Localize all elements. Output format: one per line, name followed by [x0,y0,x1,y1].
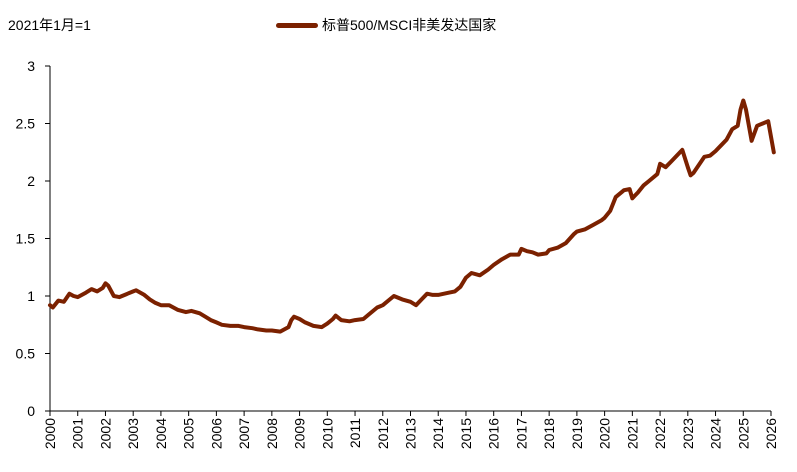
x-tick-label: 2021 [624,418,640,449]
x-tick-label: 2010 [319,418,335,449]
x-tick-label: 2006 [208,418,224,449]
y-tick-label: 2 [27,173,35,189]
x-tick-label: 2015 [458,418,474,449]
y-tick-label: 3 [27,58,35,74]
x-axis: 2000 2001 2002 2003 2004 2005 2006 2007 2008 2009… [42,410,779,449]
x-tick-label: 2011 [347,418,363,448]
series-line [48,98,776,334]
x-tick-label: 2018 [541,418,557,449]
plot-area [48,98,776,334]
legend-series-label: 标普500/MSCI非美发达国家 [322,17,497,33]
x-tick-label: 2012 [375,418,391,449]
x-tick-label: 2008 [264,418,280,449]
y-tick-label: 1.5 [16,231,36,247]
x-tick-label: 2023 [680,418,696,449]
x-tick-label: 2002 [97,418,113,449]
x-tick-label: 2009 [292,418,308,449]
legend-line-swatch [276,22,318,28]
x-tick-label: 2025 [735,418,751,449]
y-tick-label: 2.5 [16,116,36,132]
y-tick-label: 0 [27,403,35,419]
x-tick-label: 2024 [708,418,724,449]
x-tick-label: 2014 [430,418,446,449]
y-tick-label: 0.5 [16,346,36,362]
x-tick-label: 2019 [569,418,585,449]
x-tick-label: 2022 [652,418,668,449]
x-tick-label: 2017 [513,418,529,449]
x-tick-label: 2004 [153,418,169,449]
y-axis: 0 0.5 1 1.5 2 2.5 3 [16,58,51,419]
x-tick-label: 2016 [486,418,502,449]
y-tick-label: 1 [27,288,35,304]
index-base-note: 2021年1月=1 [8,17,91,33]
x-tick-label: 2020 [597,418,613,449]
x-tick-label: 2005 [181,418,197,449]
chart-legend: 标普500/MSCI非美发达国家 [276,15,496,35]
x-tick-label: 2001 [70,418,86,449]
x-tick-label: 2003 [125,418,141,449]
x-tick-label: 2026 [763,418,779,449]
x-tick-label: 2007 [236,418,252,449]
x-tick-label: 2013 [403,418,419,449]
x-tick-label: 2000 [42,418,58,449]
